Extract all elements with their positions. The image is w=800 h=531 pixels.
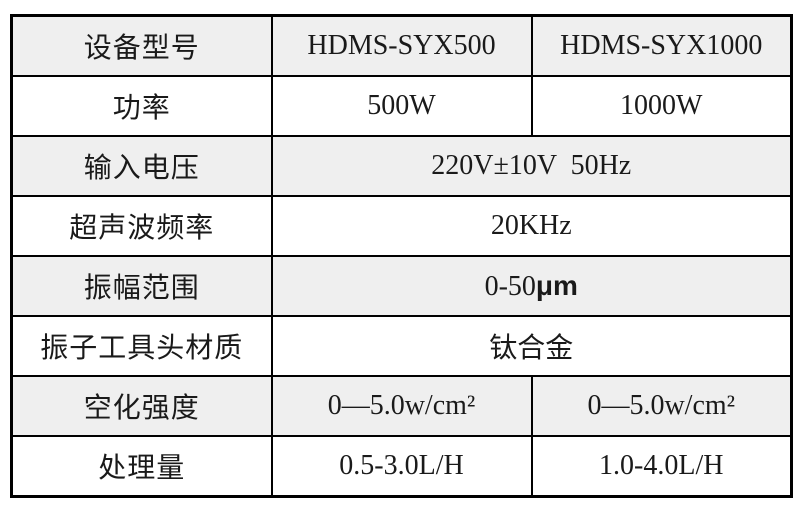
row-label-throughput: 处理量 xyxy=(10,435,273,498)
cell-input-voltage: 220V±10V 50Hz xyxy=(270,135,793,197)
cell-amplitude-range: 0-50μm xyxy=(270,255,793,317)
row-label-device-model: 设备型号 xyxy=(10,14,273,77)
cell-model-500: HDMS-SYX500 xyxy=(270,14,533,77)
cell-cavitation-1000: 0—5.0w/cm² xyxy=(530,375,793,437)
amplitude-value: 0-50 xyxy=(484,270,536,302)
table-row-cavitation-intensity: 空化强度 0—5.0w/cm² 0—5.0w/cm² xyxy=(10,375,793,437)
row-label-input-voltage: 输入电压 xyxy=(10,135,273,197)
cell-power-1000: 1000W xyxy=(530,75,793,137)
cell-cavitation-500: 0—5.0w/cm² xyxy=(270,375,533,437)
table-row-input-voltage: 输入电压 220V±10V 50Hz xyxy=(10,135,793,197)
cell-throughput-500: 0.5-3.0L/H xyxy=(270,435,533,498)
table-row-tool-head-material: 振子工具头材质 钛合金 xyxy=(10,315,793,377)
row-label-tool-head-material: 振子工具头材质 xyxy=(10,315,273,377)
table-row-device-model: 设备型号 HDMS-SYX500 HDMS-SYX1000 xyxy=(10,14,793,77)
row-label-amplitude-range: 振幅范围 xyxy=(10,255,273,317)
cell-power-500: 500W xyxy=(270,75,533,137)
equipment-spec-table: 设备型号 HDMS-SYX500 HDMS-SYX1000 功率 500W 10… xyxy=(10,14,793,498)
row-label-ultrasonic-frequency: 超声波频率 xyxy=(10,195,273,257)
table-row-throughput: 处理量 0.5-3.0L/H 1.0-4.0L/H xyxy=(10,435,793,498)
cell-ultrasonic-frequency: 20KHz xyxy=(270,195,793,257)
row-label-cavitation-intensity: 空化强度 xyxy=(10,375,273,437)
row-label-power: 功率 xyxy=(10,75,273,137)
table-row-ultrasonic-frequency: 超声波频率 20KHz xyxy=(10,195,793,257)
cell-throughput-1000: 1.0-4.0L/H xyxy=(530,435,793,498)
table-row-power: 功率 500W 1000W xyxy=(10,75,793,137)
cell-model-1000: HDMS-SYX1000 xyxy=(530,14,793,77)
table-row-amplitude-range: 振幅范围 0-50μm xyxy=(10,255,793,317)
amplitude-unit: μm xyxy=(535,269,578,301)
cell-tool-head-material: 钛合金 xyxy=(270,315,793,377)
